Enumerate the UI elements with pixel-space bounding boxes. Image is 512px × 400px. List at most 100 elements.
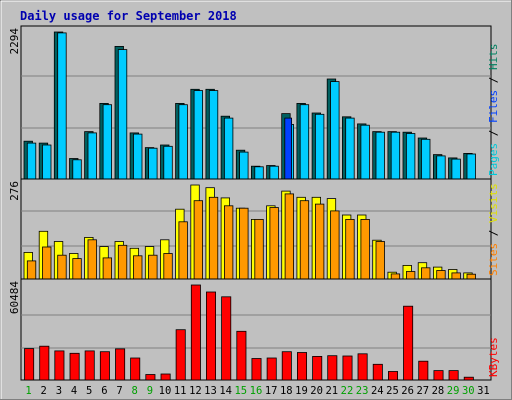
bar-kbytes-day-20 bbox=[312, 355, 323, 381]
bar-kbytes-day-11 bbox=[175, 329, 186, 381]
bar-kbytes-day-8 bbox=[130, 357, 141, 381]
day-label-24: 24 bbox=[371, 385, 384, 397]
bar-files-day-21 bbox=[330, 81, 340, 180]
bar-sites-day-15 bbox=[239, 207, 249, 280]
day-label-13: 13 bbox=[204, 385, 217, 397]
series-label: KBytes bbox=[487, 337, 500, 377]
bar-sites-day-9 bbox=[148, 254, 158, 280]
bar-files-day-24 bbox=[375, 131, 385, 180]
bar-kbytes-day-10 bbox=[160, 373, 171, 381]
day-label-25: 25 bbox=[386, 385, 399, 397]
bar-files-day-26 bbox=[405, 133, 416, 180]
bar-sites-day-7 bbox=[117, 244, 128, 280]
bar-sites-day-19 bbox=[299, 200, 310, 280]
day-label-10: 10 bbox=[159, 385, 172, 397]
bar-kbytes-day-17 bbox=[266, 357, 277, 381]
day-label-1: 1 bbox=[25, 385, 31, 397]
bar-sites-day-18 bbox=[284, 193, 295, 280]
bar-files-day-16 bbox=[254, 166, 264, 180]
series-label-kbytes: KBytes bbox=[487, 337, 500, 377]
bar-kbytes-day-19 bbox=[296, 352, 307, 381]
day-label-29: 29 bbox=[447, 385, 460, 397]
day-label-6: 6 bbox=[101, 385, 107, 397]
bar-files-day-27 bbox=[421, 138, 431, 180]
bar-files-day-14 bbox=[223, 117, 234, 180]
bar-kbytes-day-2 bbox=[39, 345, 50, 381]
bar-sites-day-17 bbox=[269, 207, 279, 280]
bar-kbytes-day-22 bbox=[342, 355, 353, 381]
chart-title: Daily usage for September 2018 bbox=[20, 9, 237, 23]
series-label-sites: Sites bbox=[487, 243, 500, 276]
bar-sites-day-27 bbox=[421, 267, 431, 280]
bar-kbytes-day-25 bbox=[387, 371, 398, 381]
bar-sites-day-5 bbox=[87, 239, 97, 280]
bars bbox=[24, 284, 474, 381]
bar-files-day-11 bbox=[178, 104, 188, 180]
bar-sites-day-29 bbox=[451, 272, 461, 280]
series-label-separator: / bbox=[487, 70, 500, 90]
day-label-2: 2 bbox=[41, 385, 47, 397]
day-label-3: 3 bbox=[56, 385, 62, 397]
bar-files-day-8 bbox=[133, 133, 143, 180]
bar-kbytes-day-1 bbox=[24, 348, 35, 381]
bar-sites-day-8 bbox=[133, 255, 143, 280]
bar-kbytes-day-12 bbox=[190, 284, 201, 381]
bar-sites-day-30 bbox=[466, 273, 476, 280]
day-label-23: 23 bbox=[356, 385, 369, 397]
bar-files-day-10 bbox=[163, 145, 173, 180]
series-label: Sites / Visits bbox=[487, 183, 500, 276]
series-label-visits: Visits bbox=[487, 183, 500, 223]
series-label-separator: / bbox=[487, 223, 500, 243]
bar-kbytes-day-7 bbox=[115, 348, 126, 381]
day-label-18: 18 bbox=[280, 385, 293, 397]
bar-kbytes-day-21 bbox=[327, 355, 338, 381]
bar-sites-day-11 bbox=[178, 221, 188, 280]
day-label-26: 26 bbox=[401, 385, 414, 397]
y-max-label: 60484 bbox=[8, 281, 21, 314]
bar-files-day-28 bbox=[436, 155, 446, 180]
bar-files-day-1 bbox=[26, 142, 37, 180]
bar-kbytes-day-15 bbox=[236, 330, 247, 381]
bar-kbytes-day-16 bbox=[251, 358, 262, 381]
bar-kbytes-day-14 bbox=[221, 296, 232, 381]
bar-files-day-5 bbox=[87, 132, 97, 180]
bar-sites-day-4 bbox=[72, 258, 82, 280]
bar-sites-day-10 bbox=[163, 253, 173, 280]
day-label-19: 19 bbox=[295, 385, 308, 397]
day-label-14: 14 bbox=[219, 385, 232, 397]
bar-sites-day-13 bbox=[208, 196, 219, 280]
y-max-label: 2294 bbox=[8, 28, 21, 55]
bar-files-day-3 bbox=[57, 32, 67, 180]
bar-files-day-12 bbox=[193, 90, 204, 180]
bar-kbytes-day-4 bbox=[69, 352, 80, 381]
day-label-27: 27 bbox=[416, 385, 429, 397]
bar-kbytes-day-29 bbox=[448, 370, 459, 381]
day-label-4: 4 bbox=[71, 385, 77, 397]
series-label-hits: Hits bbox=[487, 44, 500, 71]
bar-files-day-29 bbox=[451, 158, 461, 180]
bar-sites-day-6 bbox=[102, 257, 112, 280]
day-label-7: 7 bbox=[116, 385, 122, 397]
series-label: Pages / Files / Hits bbox=[487, 44, 500, 177]
bar-kbytes-day-24 bbox=[372, 363, 383, 381]
chart-panels: 2294 Pages / Files / Hits 276 Sites / Visit… bbox=[8, 25, 500, 381]
bar-kbytes-day-28 bbox=[433, 370, 444, 381]
day-label-15: 15 bbox=[234, 385, 247, 397]
bar-kbytes-day-23 bbox=[357, 353, 368, 381]
day-label-8: 8 bbox=[132, 385, 138, 397]
series-label-files: Files bbox=[487, 90, 500, 123]
series-label-separator: / bbox=[487, 123, 500, 143]
bar-sites-day-24 bbox=[375, 241, 385, 280]
bar-kbytes-day-26 bbox=[403, 305, 414, 381]
bar-sites-day-21 bbox=[330, 210, 340, 280]
bar-sites-day-22 bbox=[345, 218, 355, 280]
day-label-21: 21 bbox=[325, 385, 338, 397]
bar-sites-day-14 bbox=[223, 205, 234, 280]
bar-files-day-17 bbox=[269, 165, 279, 180]
bar-files-day-20 bbox=[314, 113, 325, 180]
bars bbox=[23, 184, 476, 280]
day-label-16: 16 bbox=[250, 385, 263, 397]
day-label-11: 11 bbox=[174, 385, 187, 397]
bar-files-day-30 bbox=[466, 153, 476, 180]
